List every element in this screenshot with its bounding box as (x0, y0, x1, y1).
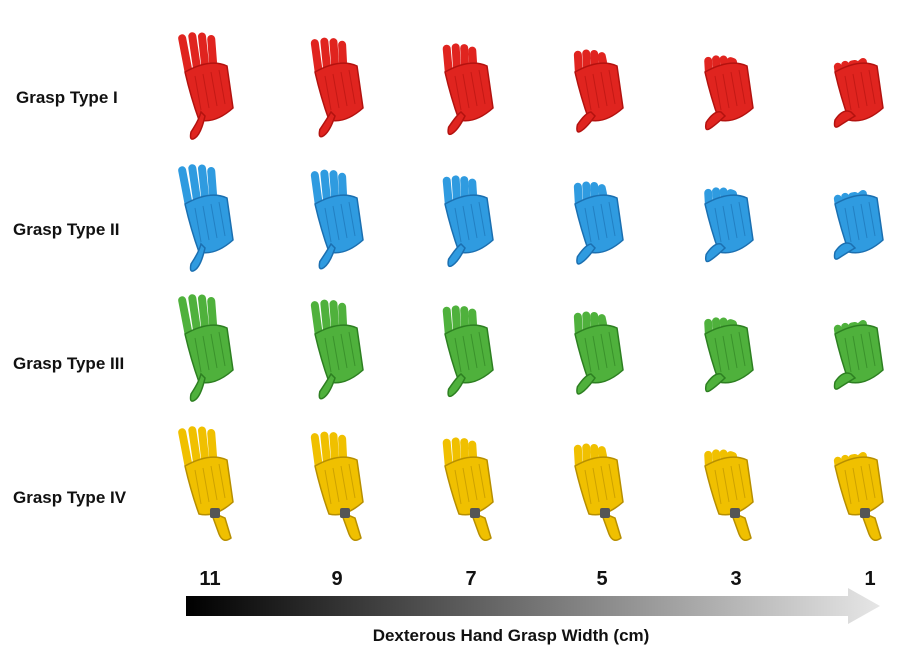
robot-hand-icon (833, 320, 884, 390)
robot-hand-icon (573, 49, 624, 133)
width-label-3: 3 (730, 568, 742, 590)
width-label-1: 1 (864, 568, 876, 590)
robot-hand-icon (442, 305, 494, 398)
robot-hand-icon (310, 37, 364, 138)
robot-hand-icon (178, 426, 234, 541)
robot-hand-icon (704, 187, 754, 263)
row-label-grasp-type-4: Grasp Type IV (13, 488, 127, 507)
robot-hand-icon (704, 449, 754, 541)
width-label-7: 7 (465, 568, 477, 590)
robot-hand-icon (310, 431, 364, 541)
grasp-width-gradient-arrow (186, 588, 880, 624)
robot-hand-icon (310, 169, 364, 270)
width-label-11: 11 (199, 568, 221, 590)
robot-hand-icon (573, 181, 624, 265)
robot-hand-icon (833, 190, 884, 260)
robot-hand-icon (442, 437, 494, 541)
robot-hand-icon (573, 311, 624, 395)
robot-hand-icon (178, 32, 234, 140)
robot-hand-icon (704, 317, 754, 393)
robot-hand-icon (704, 55, 754, 131)
robot-hand-icon (833, 58, 884, 128)
width-label-5: 5 (596, 568, 608, 590)
row-label-grasp-type-2: Grasp Type II (13, 220, 120, 239)
robot-hand-icon (573, 443, 624, 541)
robot-hand-icon (833, 452, 884, 541)
width-label-9: 9 (331, 568, 343, 590)
robot-hand-icon (178, 294, 234, 402)
robot-hand-icon (178, 164, 234, 272)
robot-hand-icon (442, 43, 494, 136)
row-label-grasp-type-3: Grasp Type III (13, 354, 125, 373)
robot-hand-icon (310, 299, 364, 400)
row-label-grasp-type-1: Grasp Type I (16, 88, 118, 107)
axis-title: Dexterous Hand Grasp Width (cm) (372, 626, 650, 645)
robot-hand-icon (442, 175, 494, 268)
